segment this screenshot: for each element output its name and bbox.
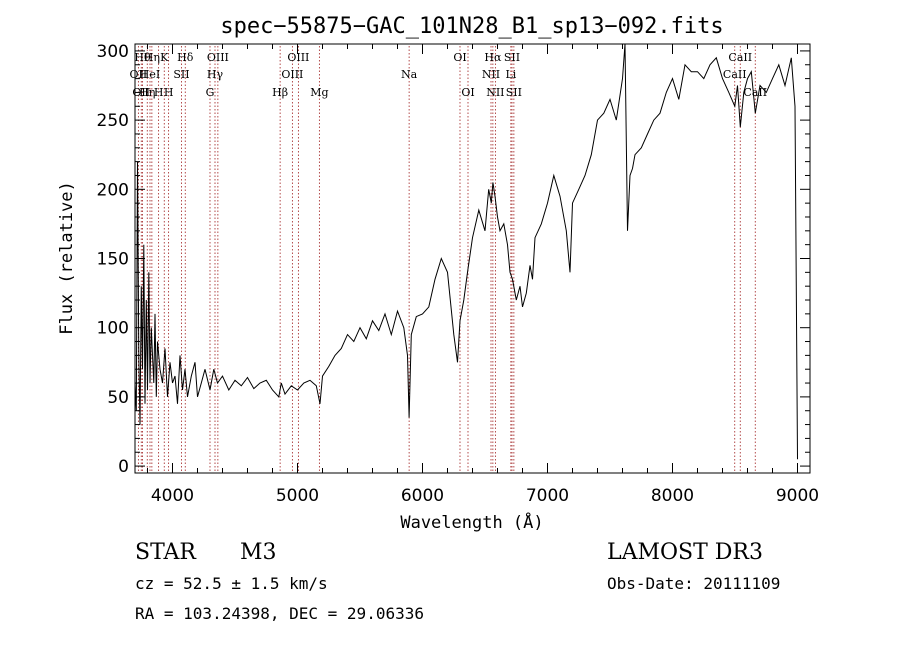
x-tick-label: 6000 [401,486,444,506]
chart-title: spec−55875−GAC_101N28_B1_sp13−092.fits [220,14,723,39]
emission-line-label: Hθ [134,51,151,64]
emission-line-label: H [164,86,174,99]
emission-line-label: SII [504,51,520,64]
emission-line-label: OII [130,68,148,81]
emission-line-label: Li [505,68,516,81]
x-tick-label: 9000 [776,486,819,506]
x-axis-label: Wavelength (Å) [400,511,543,533]
emission-line-label: HeI [140,68,160,81]
plot-frame [134,43,811,474]
object-type: STAR [135,540,196,565]
emission-line-label: H [154,86,164,99]
x-tick-label: 5000 [276,486,319,506]
emission-line-label: OI [461,86,474,99]
emission-line-markers [137,46,756,473]
emission-line-label: Na [401,68,418,81]
emission-line-label: K [160,51,169,64]
emission-line-label: CaII [728,51,752,64]
object-subclass: M3 [240,540,277,565]
emission-line-labels: OIIOIIHθHηHeIHηHKHSIIHδGHγOIIIHβOIIIOIII… [130,51,768,99]
emission-line-label: G [206,86,215,99]
emission-line-label: Hδ [177,51,194,64]
y-axis-ticks: 0 50 100 150 200 250 300 [97,42,810,477]
emission-line-label: OIII [207,51,229,64]
emission-line-label: OIII [281,68,303,81]
y-axis-label: Flux (relative) [57,181,77,335]
x-tick-label: 7000 [526,486,569,506]
y-tick-label: 200 [97,180,129,200]
emission-line-label: NII [486,86,504,99]
y-tick-label: 300 [97,42,129,62]
emission-line-label: OIII [287,51,309,64]
y-tick-label: 50 [107,388,129,408]
emission-line-label: SII [506,86,522,99]
spectrum-line [134,43,798,460]
emission-line-label: OI [453,51,466,64]
emission-line-label: Mg [310,86,328,99]
emission-line-label: Hη [144,51,160,64]
y-tick-label: 150 [97,250,129,270]
emission-line-label: CaII [723,68,747,81]
y-tick-label: 100 [97,319,129,339]
emission-line-label: NII [482,68,500,81]
x-tick-label: 4000 [151,486,194,506]
emission-line-label: Hη [139,86,155,99]
y-tick-label: 250 [97,111,129,131]
emission-line-label: SII [173,68,189,81]
redshift-cz: cz = 52.5 ± 1.5 km/s [135,574,328,593]
emission-line-label: OII [132,86,150,99]
x-tick-label: 8000 [651,486,694,506]
emission-line-label: Hβ [272,86,288,99]
observation-date: Obs-Date: 20111109 [607,574,781,593]
emission-line-label: CaII [743,86,767,99]
emission-line-label: Hγ [207,68,224,81]
survey-name: LAMOST DR3 [607,540,763,565]
emission-line-label: Hα [484,51,502,64]
x-axis-ticks: 4000 5000 6000 7000 8000 9000 [147,44,819,506]
y-tick-label: 0 [118,457,129,477]
coordinates: RA = 103.24398, DEC = 29.06336 [135,604,424,623]
